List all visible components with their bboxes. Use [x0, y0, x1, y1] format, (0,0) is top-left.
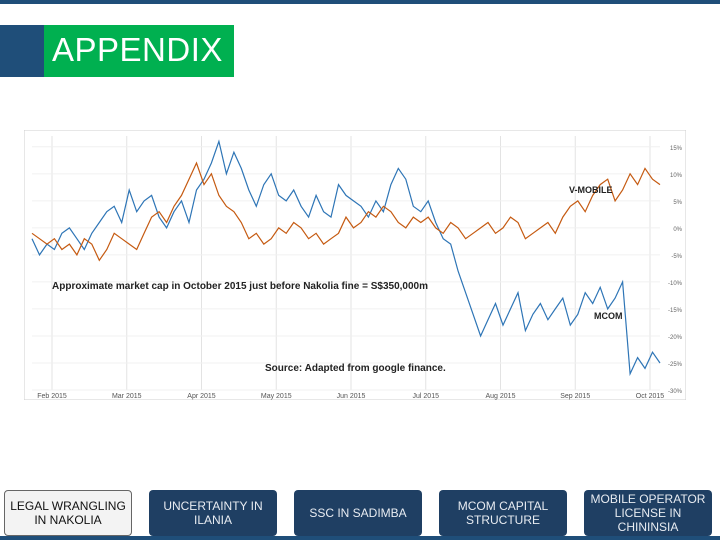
title-accent-block — [0, 25, 44, 77]
source-annotation: Source: Adapted from google finance. — [265, 363, 446, 374]
y-tick-label: -15% — [668, 308, 683, 314]
series-label-vmobile: V-MOBILE — [569, 185, 613, 195]
nav-item-mobile-operator[interactable]: MOBILE OPERATOR LICENSE IN CHININSIA — [584, 490, 712, 536]
x-tick-label: Jul 2015 — [413, 393, 440, 400]
nav-item-ssc[interactable]: SSC IN SADIMBA — [294, 490, 422, 536]
x-tick-label: Mar 2015 — [112, 393, 142, 400]
series-line-mcom — [31, 139, 661, 377]
market-cap-annotation: Approximate market cap in October 2015 j… — [52, 281, 428, 292]
nav-item-legal-wrangling[interactable]: LEGAL WRANGLING IN NAKOLIA — [4, 490, 132, 536]
y-tick-label: -10% — [668, 281, 683, 287]
series-line-v-mobile — [31, 161, 661, 262]
nav-item-uncertainty[interactable]: UNCERTAINTY IN ILANIA — [149, 490, 277, 536]
nav-item-label: UNCERTAINTY IN ILANIA — [163, 499, 263, 527]
chart-background — [24, 130, 686, 400]
x-tick-label: Oct 2015 — [636, 393, 665, 400]
y-tick-label: -25% — [668, 362, 683, 368]
x-tick-label: Apr 2015 — [187, 393, 216, 400]
nav-item-label: SSC IN SADIMBA — [309, 506, 407, 520]
nav-item-label: LEGAL WRANGLING IN NAKOLIA — [10, 499, 126, 527]
series-label-mcom: MCOM — [594, 311, 623, 321]
nav-item-mcom-capital[interactable]: MCOM CAPITAL STRUCTURE — [439, 490, 567, 536]
bottom-nav: LEGAL WRANGLING IN NAKOLIA UNCERTAINTY I… — [0, 490, 720, 540]
x-tick-label: May 2015 — [261, 393, 292, 400]
nav-item-label: MOBILE OPERATOR LICENSE IN CHININSIA — [590, 492, 706, 534]
x-tick-label: Sep 2015 — [560, 393, 590, 400]
x-tick-label: Jun 2015 — [337, 393, 366, 400]
y-tick-label: 5% — [673, 200, 682, 206]
y-tick-label: 0% — [673, 227, 682, 233]
stock-chart-svg: Feb 2015 Mar 2015 Apr 2015 May 2015 Jun 2015… — [24, 130, 686, 400]
top-border — [0, 0, 720, 4]
bottom-border — [0, 536, 720, 540]
y-tick-label: -30% — [668, 389, 683, 395]
x-tick-label: Aug 2015 — [486, 393, 516, 400]
slide-title: APPENDIX — [52, 31, 223, 68]
title-box: APPENDIX — [44, 25, 234, 77]
nav-item-label: MCOM CAPITAL STRUCTURE — [457, 499, 549, 527]
y-tick-label: -5% — [671, 254, 682, 260]
y-tick-label: 10% — [670, 173, 683, 179]
y-tick-label: 15% — [670, 146, 683, 152]
x-tick-label: Feb 2015 — [37, 393, 67, 400]
stock-chart: Feb 2015 Mar 2015 Apr 2015 May 2015 Jun 2015… — [24, 130, 686, 400]
y-tick-label: -20% — [668, 335, 683, 341]
